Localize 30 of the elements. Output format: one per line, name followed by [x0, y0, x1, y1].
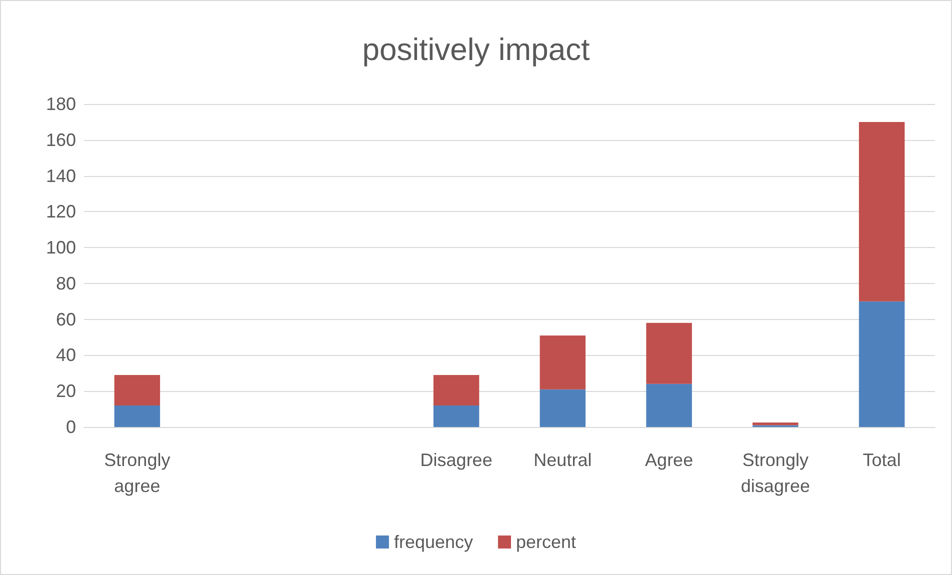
x-tick-label: Disagree — [420, 450, 492, 470]
y-tick-label: 20 — [56, 381, 76, 402]
bar — [752, 422, 798, 426]
y-tick-label: 140 — [46, 166, 76, 186]
bar — [858, 301, 905, 427]
y-tick-label: 120 — [46, 202, 76, 222]
bar — [646, 384, 692, 427]
y-tick-label: 100 — [46, 238, 76, 258]
y-tick-label: 180 — [46, 94, 76, 114]
bar — [646, 322, 692, 384]
bar — [114, 374, 160, 406]
y-tick-label: 40 — [56, 345, 76, 366]
bar — [433, 374, 480, 406]
x-tick-label: Total — [862, 450, 901, 470]
chart-title: positively impact — [362, 32, 590, 67]
x-tick-label: Strongly disagree — [740, 450, 810, 496]
x-tick-label: Neutral — [534, 450, 592, 470]
y-tick-label: 80 — [56, 273, 76, 294]
bar — [114, 405, 160, 427]
bar — [540, 335, 586, 390]
y-tick-label: 160 — [46, 130, 76, 150]
bar — [540, 389, 586, 427]
y-tick-label: 0 — [66, 417, 76, 437]
legend-label: percent — [516, 532, 576, 552]
bar — [433, 405, 480, 427]
legend-label: frequency — [394, 532, 474, 552]
x-tick-label: Agree — [645, 450, 694, 470]
x-tick-label: Strongly agree — [104, 450, 170, 496]
y-tick-label: 60 — [56, 309, 76, 330]
bar — [858, 122, 905, 302]
